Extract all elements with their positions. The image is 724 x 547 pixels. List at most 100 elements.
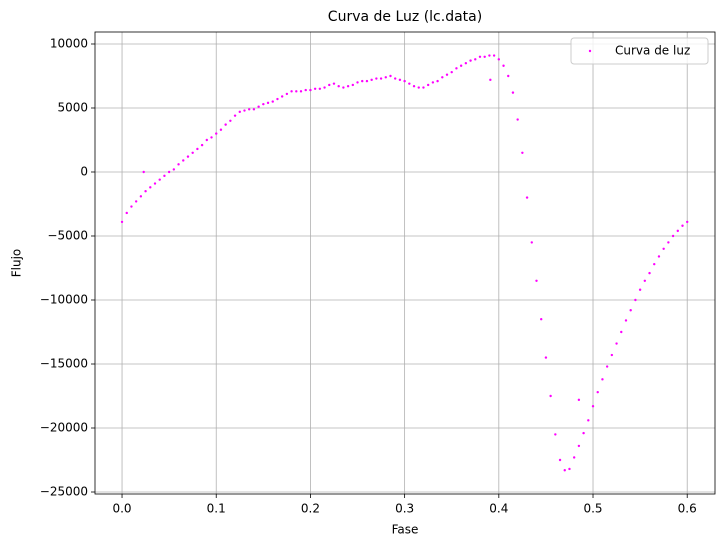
- point: [389, 74, 392, 78]
- point: [167, 170, 171, 174]
- point: [521, 151, 524, 154]
- point: [149, 186, 152, 189]
- point: [657, 255, 661, 258]
- point: [304, 88, 307, 92]
- point: [686, 220, 689, 224]
- point: [290, 90, 293, 93]
- point: [436, 79, 439, 83]
- point: [200, 143, 204, 147]
- point: [464, 61, 468, 65]
- point: [318, 87, 322, 90]
- point: [233, 114, 237, 117]
- point: [582, 431, 585, 435]
- point: [577, 444, 581, 448]
- point: [516, 118, 519, 121]
- point: [624, 319, 628, 322]
- point: [558, 458, 562, 462]
- point: [243, 109, 246, 112]
- point: [489, 78, 492, 82]
- point: [153, 182, 157, 185]
- point: [205, 138, 209, 142]
- point: [474, 58, 477, 61]
- point: [615, 342, 618, 345]
- x-tick-label: 0.0: [112, 502, 131, 516]
- point: [492, 54, 496, 57]
- point: [408, 82, 411, 85]
- point: [384, 76, 387, 79]
- y-tick-label: 5000: [57, 100, 88, 114]
- plot-frame: [94, 31, 716, 495]
- point: [601, 378, 604, 381]
- point: [450, 70, 453, 74]
- point: [313, 87, 317, 90]
- point: [667, 241, 670, 244]
- point: [563, 469, 566, 472]
- point: [163, 174, 166, 178]
- point: [186, 155, 190, 158]
- point: [375, 77, 378, 80]
- point: [356, 81, 359, 84]
- point: [257, 105, 260, 108]
- point: [422, 86, 425, 89]
- point: [120, 220, 124, 224]
- point: [605, 365, 609, 368]
- point: [455, 67, 458, 70]
- point: [459, 64, 463, 67]
- point: [229, 119, 232, 122]
- point: [379, 77, 383, 80]
- point: [403, 79, 406, 83]
- point: [252, 108, 256, 111]
- chart-title: Curva de Luz (lc.data): [328, 9, 482, 25]
- point: [426, 83, 430, 87]
- point: [554, 433, 557, 436]
- y-axis-label: Flujo: [10, 249, 24, 278]
- point: [417, 86, 420, 89]
- point: [412, 85, 416, 88]
- point: [540, 317, 543, 321]
- y-tick-label: −15000: [40, 357, 88, 371]
- point: [295, 90, 298, 93]
- legend: Curva de luz: [570, 37, 709, 65]
- point: [346, 85, 350, 88]
- point: [634, 298, 637, 302]
- point: [591, 405, 595, 408]
- y-tick-label: 10000: [50, 36, 88, 50]
- point: [653, 262, 656, 266]
- legend-box: [570, 37, 709, 65]
- legend-label: Curva de luz: [615, 44, 690, 58]
- point: [196, 147, 199, 151]
- point: [266, 101, 270, 105]
- point: [238, 110, 241, 114]
- point: [483, 55, 486, 58]
- point: [568, 467, 571, 471]
- point: [332, 82, 336, 85]
- point: [497, 58, 501, 61]
- point: [299, 90, 303, 93]
- point: [511, 91, 515, 94]
- point: [276, 97, 279, 101]
- point: [134, 200, 138, 203]
- point: [285, 92, 289, 96]
- point: [394, 77, 397, 80]
- point: [130, 205, 133, 208]
- y-tick-label: −5000: [47, 228, 88, 242]
- point: [361, 79, 364, 83]
- point: [271, 100, 274, 103]
- x-tick-label: 0.6: [678, 502, 697, 516]
- x-tick-label: 0.5: [583, 502, 602, 516]
- x-tick-label: 0.4: [489, 502, 508, 516]
- point: [577, 398, 581, 402]
- point: [342, 86, 345, 89]
- point: [629, 309, 632, 312]
- point: [638, 288, 642, 291]
- point: [643, 279, 647, 282]
- point: [172, 168, 176, 171]
- point: [676, 229, 679, 233]
- point: [610, 353, 614, 357]
- point: [215, 132, 218, 135]
- point: [596, 390, 599, 394]
- point: [139, 195, 143, 198]
- x-tick-label: 0.3: [395, 502, 414, 516]
- point: [158, 178, 161, 181]
